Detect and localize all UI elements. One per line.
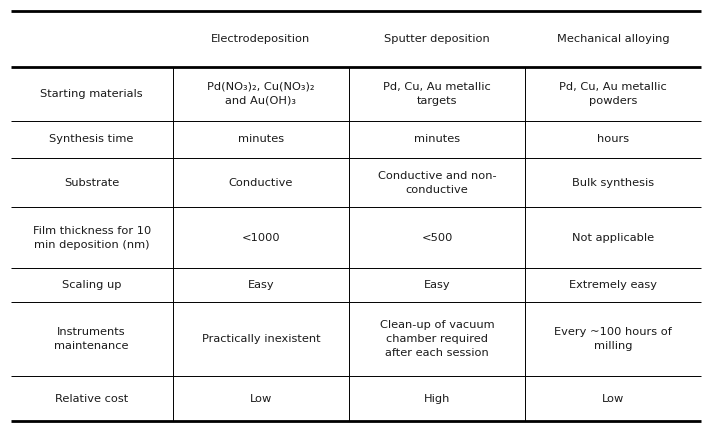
Text: Film thickness for 10
min deposition (nm): Film thickness for 10 min deposition (nm… [32, 226, 151, 250]
Text: Easy: Easy [424, 280, 450, 290]
Text: Sputter deposition: Sputter deposition [384, 34, 490, 44]
Text: Starting materials: Starting materials [40, 89, 143, 99]
Text: Pd, Cu, Au metallic
powders: Pd, Cu, Au metallic powders [560, 82, 667, 106]
Text: High: High [424, 394, 450, 403]
Text: <500: <500 [422, 232, 453, 243]
Text: minutes: minutes [238, 134, 284, 144]
Text: Low: Low [602, 394, 625, 403]
Text: Low: Low [250, 394, 272, 403]
Text: Conductive and non-
conductive: Conductive and non- conductive [378, 171, 496, 194]
Text: minutes: minutes [414, 134, 460, 144]
Text: Not applicable: Not applicable [572, 232, 654, 243]
Text: Relative cost: Relative cost [55, 394, 128, 403]
Text: Substrate: Substrate [64, 178, 119, 187]
Text: Clean-up of vacuum
chamber required
after each session: Clean-up of vacuum chamber required afte… [380, 320, 494, 358]
Text: Extremely easy: Extremely easy [570, 280, 657, 290]
Text: Synthesis time: Synthesis time [49, 134, 134, 144]
Text: Every ~100 hours of
milling: Every ~100 hours of milling [554, 327, 673, 351]
Text: hours: hours [597, 134, 630, 144]
Text: Electrodeposition: Electrodeposition [212, 34, 310, 44]
Text: Scaling up: Scaling up [62, 280, 121, 290]
Text: Bulk synthesis: Bulk synthesis [572, 178, 654, 187]
Text: Mechanical alloying: Mechanical alloying [557, 34, 670, 44]
Text: Pd(NO₃)₂, Cu(NO₃)₂
and Au(OH)₃: Pd(NO₃)₂, Cu(NO₃)₂ and Au(OH)₃ [207, 82, 314, 106]
Text: Pd, Cu, Au metallic
targets: Pd, Cu, Au metallic targets [384, 82, 491, 106]
Text: Practically inexistent: Practically inexistent [202, 334, 320, 344]
Text: Easy: Easy [247, 280, 274, 290]
Text: <1000: <1000 [242, 232, 280, 243]
Text: Instruments
maintenance: Instruments maintenance [54, 327, 129, 351]
Text: Conductive: Conductive [228, 178, 293, 187]
